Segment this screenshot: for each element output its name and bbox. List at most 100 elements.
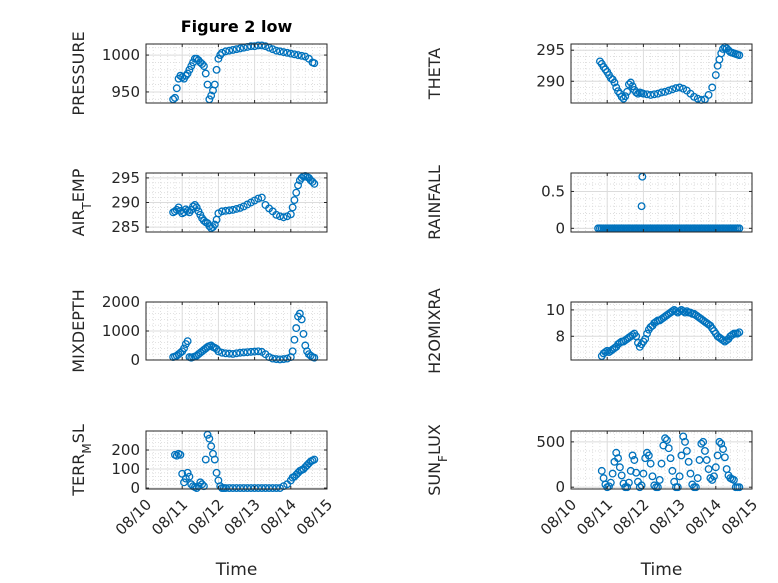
- data-point: [628, 82, 637, 91]
- data-point: [693, 94, 702, 103]
- data-point: [662, 436, 671, 445]
- data-point: [673, 483, 682, 492]
- data-point: [617, 471, 626, 480]
- y-tick-label: 295: [536, 41, 565, 59]
- data-point: [719, 445, 727, 454]
- data-point: [243, 348, 252, 357]
- data-point: [682, 446, 691, 455]
- y-axis-label: TERRMSL: [69, 424, 94, 497]
- data-point: [310, 59, 319, 68]
- data-point: [735, 483, 744, 492]
- data-point: [279, 355, 288, 364]
- data-point: [232, 45, 241, 54]
- data-point: [205, 434, 214, 443]
- data-point: [236, 348, 245, 357]
- data-point: [657, 459, 666, 468]
- data-point: [292, 324, 301, 333]
- data-point: [626, 466, 635, 475]
- data-point: [228, 349, 237, 358]
- data-point: [606, 478, 615, 487]
- data-point: [297, 51, 306, 60]
- data-point: [181, 71, 190, 80]
- data-point: [679, 307, 688, 316]
- data-point: [268, 354, 277, 363]
- axes-box: [145, 430, 328, 490]
- data-point: [201, 69, 210, 78]
- data-point: [697, 439, 706, 448]
- data-point: [189, 202, 198, 211]
- data-point: [641, 334, 650, 343]
- data-point: [672, 84, 680, 93]
- figure-title: Figure 2 low: [181, 17, 293, 36]
- y-tick-label: 285: [111, 218, 140, 236]
- data-point: [668, 466, 677, 475]
- data-point: [675, 83, 684, 92]
- data-point: [628, 331, 637, 339]
- data-point: [661, 434, 670, 443]
- data-point: [711, 71, 720, 80]
- data-point: [639, 89, 648, 98]
- data-point: [644, 451, 653, 460]
- data-point: [294, 51, 302, 60]
- data-point: [729, 475, 738, 484]
- data-point: [250, 347, 259, 356]
- data-point: [216, 51, 225, 60]
- x-axis-label: Time: [640, 560, 683, 580]
- y-tick-label: 0: [130, 351, 140, 369]
- data-point: [180, 478, 188, 487]
- data-point: [299, 329, 308, 338]
- data-point: [699, 437, 708, 446]
- data-point: [203, 430, 212, 439]
- data-point: [221, 47, 230, 56]
- y-tick-label: 100: [111, 460, 140, 478]
- data-point: [614, 454, 623, 463]
- data-point: [632, 468, 641, 477]
- data-point: [310, 455, 319, 464]
- data-point: [192, 203, 201, 212]
- y-axis-label: SUNFLUX: [425, 424, 450, 496]
- data-point: [621, 92, 630, 101]
- subplot-h2omixra: 8 10 H2OMIXRA: [425, 288, 753, 374]
- data-point: [236, 44, 245, 53]
- data-point: [634, 89, 642, 98]
- data-point: [268, 45, 277, 54]
- data-point: [172, 451, 181, 460]
- data-point: [290, 335, 299, 344]
- data-point: [612, 83, 621, 92]
- data-point: [626, 78, 635, 87]
- data-point: [677, 451, 686, 460]
- data-point: [254, 347, 263, 356]
- y-tick-label: 8: [555, 327, 565, 345]
- y-tick-label: 0: [555, 219, 565, 237]
- axes-box: [570, 43, 753, 104]
- data-point: [610, 78, 619, 87]
- data-point: [650, 90, 659, 99]
- data-point: [637, 202, 646, 211]
- data-point: [686, 469, 695, 478]
- data-point: [214, 347, 223, 356]
- axes-box: [570, 430, 753, 490]
- data-point: [661, 87, 670, 96]
- data-point: [275, 47, 284, 56]
- y-axis-label: RAINFALL: [425, 165, 444, 240]
- data-point: [702, 456, 711, 464]
- data-point: [185, 65, 194, 74]
- data-point: [221, 349, 230, 358]
- data-point: [608, 469, 617, 478]
- y-tick-label: 295: [111, 169, 140, 187]
- data-point: [728, 331, 737, 339]
- axes-box: [570, 172, 753, 233]
- data-point: [653, 89, 662, 98]
- data-point: [657, 88, 666, 97]
- data-point: [704, 90, 713, 99]
- data-point: [719, 45, 727, 53]
- data-point: [199, 62, 208, 71]
- y-tick-label: 290: [536, 72, 565, 90]
- data-point: [198, 480, 207, 489]
- data-point: [294, 181, 302, 190]
- subplot-pressure: 950 1000 PRESSURE Figure 2 low: [69, 17, 328, 116]
- data-point: [290, 196, 299, 204]
- data-point: [232, 349, 241, 358]
- data-point: [710, 472, 718, 481]
